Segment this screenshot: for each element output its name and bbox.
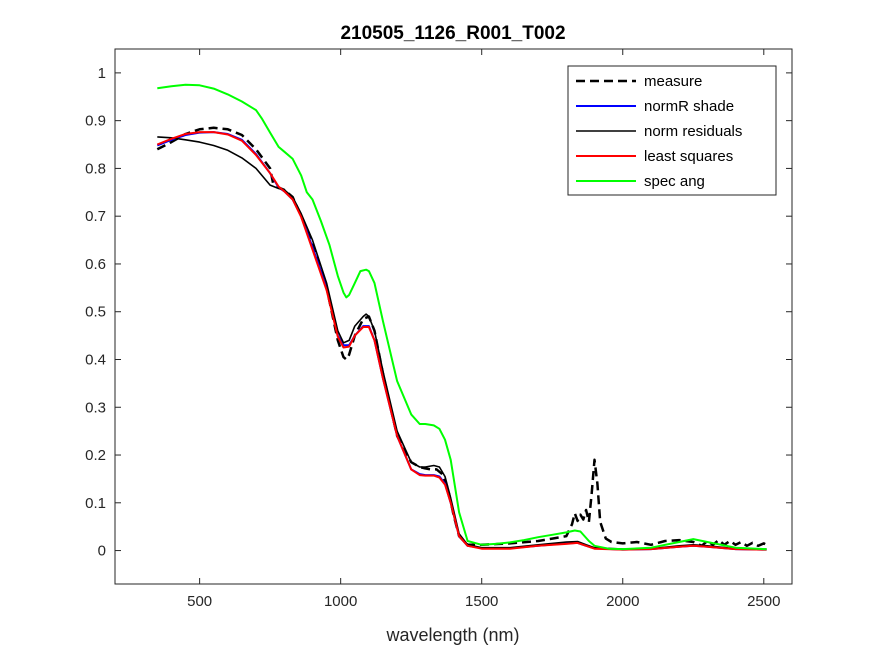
- y-tick-label: 0.5: [85, 304, 106, 321]
- y-tick-label: 0.1: [85, 495, 106, 512]
- series-line-least-squares: [156, 131, 767, 551]
- x-tick-label: 500: [187, 593, 212, 610]
- y-tick-label: 0.7: [85, 208, 106, 225]
- x-tick-label: 2500: [747, 593, 780, 610]
- legend-label-least-squares: least squares: [644, 148, 733, 165]
- legend-label-norm-residuals: norm residuals: [644, 123, 742, 140]
- legend: measure normR shade norm residuals least sq…: [567, 65, 777, 196]
- y-tick-label: 0.3: [85, 399, 106, 416]
- x-tick-label: 1000: [324, 593, 357, 610]
- legend-label-spec-ang: spec ang: [644, 173, 705, 190]
- legend-label-measure: measure: [644, 73, 702, 90]
- x-tick-label: 2000: [606, 593, 639, 610]
- series-line-spec-ang: [157, 83, 767, 551]
- y-tick-label: 0.6: [85, 256, 106, 273]
- y-tick-label: 1: [98, 65, 106, 82]
- x-tick-label: 1500: [465, 593, 498, 610]
- y-tick-label: 0: [98, 543, 106, 560]
- y-tick-label: 0.9: [85, 113, 106, 130]
- plot-frame: [114, 48, 793, 585]
- legend-label-normr-shade: normR shade: [644, 98, 734, 115]
- x-axis-title: wavelength (nm): [385, 625, 519, 645]
- y-tick-label: 0.8: [85, 160, 106, 177]
- chart-title: 210505_1126_R001_T002: [340, 23, 565, 44]
- y-tick-label: 0.4: [85, 351, 106, 368]
- series-lines: [156, 83, 768, 551]
- axis-ticks: 500 1000 1500 2000 2500 0 0.1 0.2 0.3 0.4 0.5 0.6 0.…: [85, 49, 792, 610]
- y-tick-label: 0.2: [85, 447, 106, 464]
